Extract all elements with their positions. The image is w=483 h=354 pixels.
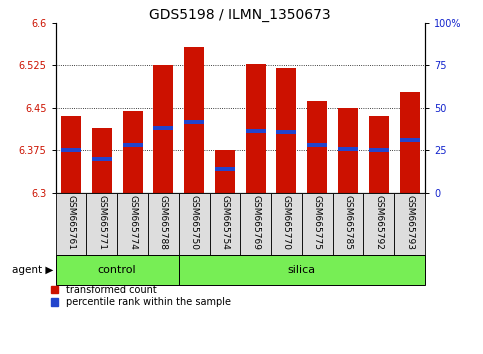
Text: GSM665793: GSM665793 [405, 195, 414, 250]
Text: control: control [98, 265, 136, 275]
Bar [210, 193, 240, 255]
Bar [276, 68, 297, 193]
Bar [184, 47, 204, 193]
Text: GSM665750: GSM665750 [190, 195, 199, 250]
Bar [302, 193, 333, 255]
Bar [184, 120, 204, 124]
Bar [153, 126, 173, 130]
Bar [246, 64, 266, 193]
Bar [215, 167, 235, 171]
Text: GSM665761: GSM665761 [67, 195, 75, 250]
Text: GSM665785: GSM665785 [343, 195, 353, 250]
Text: GSM665775: GSM665775 [313, 195, 322, 250]
Bar [338, 147, 358, 151]
Bar [123, 111, 142, 193]
Text: GSM665769: GSM665769 [251, 195, 260, 250]
Bar [271, 193, 302, 255]
Bar [117, 193, 148, 255]
Bar [92, 128, 112, 193]
Bar [399, 138, 420, 142]
Title: GDS5198 / ILMN_1350673: GDS5198 / ILMN_1350673 [149, 8, 331, 22]
Bar [179, 255, 425, 285]
Bar [56, 255, 179, 285]
Bar [86, 193, 117, 255]
Text: agent ▶: agent ▶ [12, 265, 53, 275]
Bar [61, 116, 81, 193]
Bar [179, 193, 210, 255]
Bar [333, 193, 364, 255]
Bar [56, 193, 86, 255]
Bar [307, 143, 327, 147]
Text: silica: silica [288, 265, 316, 275]
Text: GSM665770: GSM665770 [282, 195, 291, 250]
Text: GSM665771: GSM665771 [97, 195, 106, 250]
Bar [307, 101, 327, 193]
Bar [92, 157, 112, 161]
Bar [240, 193, 271, 255]
Bar [369, 116, 389, 193]
Bar [123, 143, 142, 147]
Bar [399, 92, 420, 193]
Bar [338, 108, 358, 193]
Text: GSM665792: GSM665792 [374, 195, 384, 250]
Text: GSM665788: GSM665788 [159, 195, 168, 250]
Legend: transformed count, percentile rank within the sample: transformed count, percentile rank withi… [51, 285, 231, 307]
Bar [148, 193, 179, 255]
Bar [276, 130, 297, 134]
Bar [246, 129, 266, 133]
Text: GSM665774: GSM665774 [128, 195, 137, 250]
Bar [153, 65, 173, 193]
Text: GSM665754: GSM665754 [220, 195, 229, 250]
Bar [215, 150, 235, 193]
Bar [61, 148, 81, 153]
Bar [364, 193, 394, 255]
Bar [369, 148, 389, 153]
Bar [394, 193, 425, 255]
